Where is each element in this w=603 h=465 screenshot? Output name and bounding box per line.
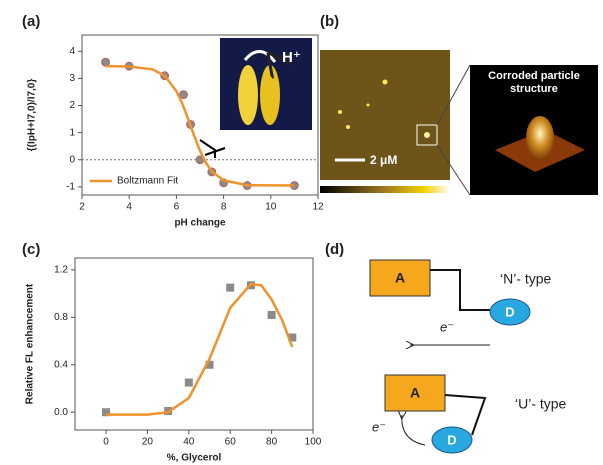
- x-tick-label: 6: [174, 202, 180, 213]
- x-tick-label: 80: [266, 437, 278, 448]
- particle: [338, 110, 342, 114]
- point: [268, 311, 276, 319]
- y-tick-label: 3: [69, 73, 75, 84]
- x-tick-label: 4: [126, 202, 132, 213]
- acceptor-label: A: [395, 270, 405, 286]
- x-tick-label: 20: [142, 437, 154, 448]
- point: [226, 284, 234, 292]
- panel-label: (a): [22, 13, 40, 30]
- type-label: ‘U’- type: [515, 396, 567, 412]
- fit-line: [106, 284, 292, 414]
- colorbar: [320, 186, 450, 193]
- point: [102, 58, 110, 66]
- x-axis-title: %, Glycerol: [167, 453, 222, 464]
- legend-label: Boltzmann Fit: [117, 176, 178, 187]
- x-axis-title: pH change: [174, 218, 226, 229]
- x-tick-label: 100: [305, 437, 322, 448]
- inset-title: structure: [510, 83, 558, 95]
- y-tick-label: 1.2: [54, 265, 68, 276]
- y-tick-label: -1: [66, 182, 75, 193]
- y-tick-label: 4: [69, 46, 75, 57]
- y-tick-label: 1: [69, 127, 75, 138]
- point: [185, 379, 193, 387]
- inset-label: H⁺: [282, 49, 301, 66]
- y-axis-title: {(IpH+I7,0)/I7,0}: [27, 79, 38, 152]
- y-tick-label: 0.4: [54, 359, 68, 370]
- panel-label: (d): [325, 241, 344, 258]
- linker: [430, 270, 490, 310]
- bracket: [200, 140, 225, 158]
- vial: [238, 65, 258, 125]
- x-tick-label: 12: [312, 202, 324, 213]
- donor-label: D: [447, 432, 456, 447]
- x-tick-label: 10: [265, 202, 277, 213]
- y-tick-label: 0.0: [54, 407, 68, 418]
- particle-peak: [526, 116, 554, 160]
- y-tick-label: 2: [69, 100, 75, 111]
- x-tick-label: 0: [103, 437, 109, 448]
- figure: (a) (b) (c) (d) H⁺ 2 μM Corroded particl…: [0, 0, 603, 465]
- x-tick-label: 40: [183, 437, 195, 448]
- plot-frame: [75, 258, 313, 430]
- x-tick-label: 2: [79, 202, 85, 213]
- arrow: [402, 415, 425, 445]
- inset-title: Corroded particle: [488, 70, 580, 82]
- x-tick-label: 8: [221, 202, 227, 213]
- particle: [346, 125, 350, 129]
- scale-label: 2 μM: [370, 153, 397, 167]
- particle: [424, 132, 430, 138]
- particle: [383, 80, 388, 85]
- y-axis-title: Relative FL enhancement: [25, 283, 36, 404]
- x-tick-label: 60: [225, 437, 237, 448]
- panel-label: (b): [320, 13, 339, 30]
- electron-label: e⁻: [440, 319, 454, 334]
- vial: [260, 65, 280, 125]
- y-tick-label: 0: [69, 154, 75, 165]
- type-label: ‘N’- type: [500, 271, 552, 287]
- particle: [367, 104, 370, 107]
- donor-label: D: [505, 304, 514, 319]
- panel-label: (c): [22, 241, 40, 258]
- acceptor-label: A: [410, 385, 420, 401]
- y-tick-label: 0.8: [54, 312, 68, 323]
- electron-label: e⁻: [372, 419, 386, 434]
